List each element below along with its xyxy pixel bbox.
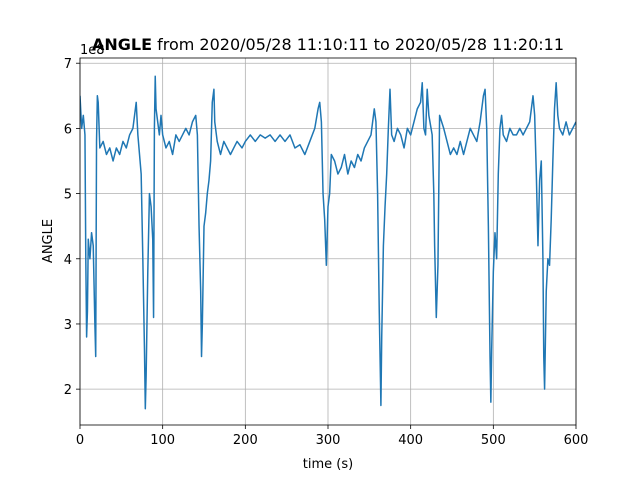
y-tick-label: 5: [64, 188, 72, 203]
x-tick-label: 400: [398, 433, 423, 448]
y-axis-label: ANGLE: [41, 219, 56, 263]
title-bold: ANGLE: [92, 35, 152, 54]
ticks: 0 100 200 300 400 500 600 2 3 4 5 6 7: [64, 57, 589, 448]
x-tick-label: 200: [233, 433, 258, 448]
plot-area: [80, 75, 576, 410]
x-tick-label: 0: [76, 433, 84, 448]
x-tick-label: 300: [316, 433, 341, 448]
y-tick-label: 2: [64, 383, 72, 398]
x-axis-label: time (s): [303, 457, 353, 472]
x-tick-label: 100: [150, 433, 175, 448]
y-tick-label: 3: [64, 318, 72, 333]
y-tick-label: 6: [64, 122, 72, 137]
x-tick-label: 500: [481, 433, 506, 448]
title-rest: from 2020/05/28 11:10:11 to 2020/05/28 1…: [157, 35, 564, 54]
x-tick-label: 600: [564, 433, 589, 448]
y-tick-label: 7: [64, 57, 72, 72]
chart-title: ANGLE from 2020/05/28 11:10:11 to 2020/0…: [92, 35, 564, 54]
y-offset-label: 1e8: [80, 43, 105, 58]
data-line: [80, 75, 576, 410]
y-tick-label: 4: [64, 253, 72, 268]
